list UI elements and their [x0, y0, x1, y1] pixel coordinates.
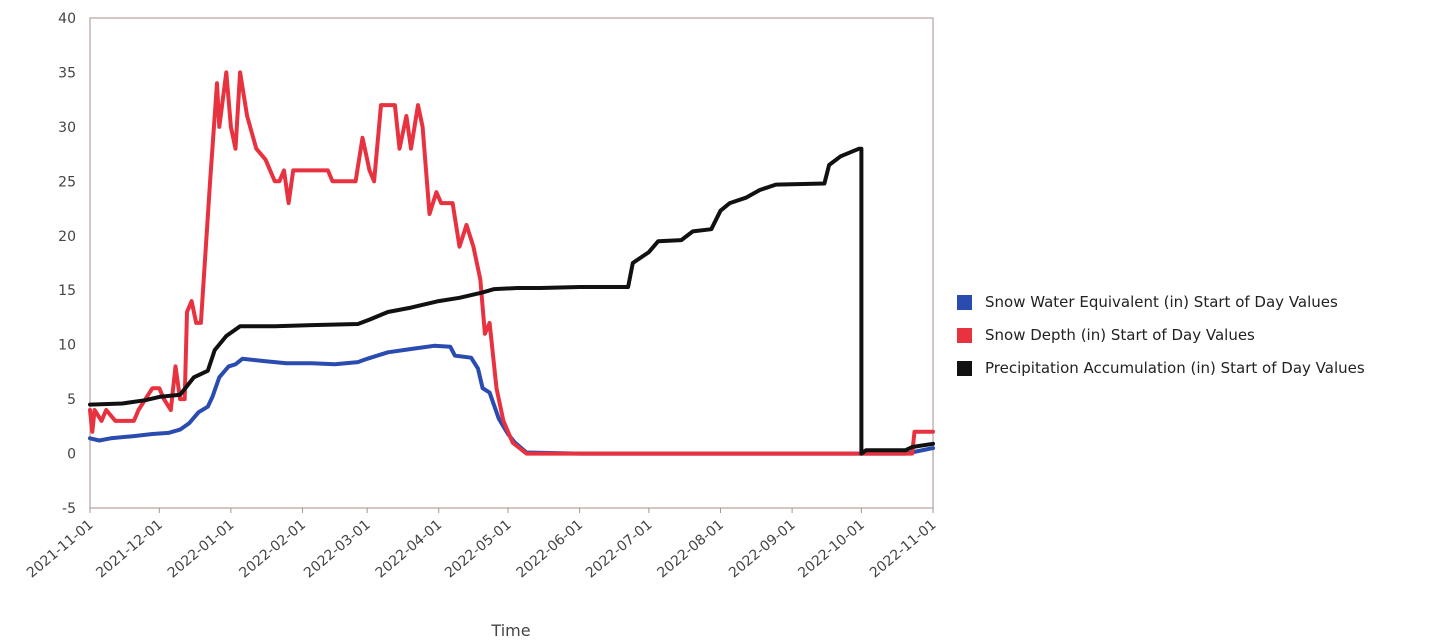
y-tick-label: 25 [58, 174, 76, 190]
legend-swatch [957, 295, 972, 310]
series-line-2 [88, 70, 935, 456]
x-tick-label: 2022-08-01 [654, 517, 727, 582]
x-tick-label: 2022-03-01 [301, 517, 374, 582]
x-axis-title: Time [490, 621, 530, 640]
x-tick-label: 2021-12-01 [93, 517, 166, 582]
legend-swatch [957, 361, 972, 376]
y-axis: -5 0 5 10 15 20 25 30 35 40 [58, 11, 76, 517]
x-tick-label: 2022-09-01 [726, 517, 799, 582]
series-line-3 [88, 146, 935, 456]
x-tick-label: 2022-01-01 [165, 517, 238, 582]
x-tick-label: 2022-07-01 [583, 517, 656, 582]
legend-label: Snow Water Equivalent (in) Start of Day … [985, 293, 1338, 311]
y-tick-label: 35 [58, 65, 76, 81]
legend: Snow Water Equivalent (in) Start of Day … [957, 293, 1365, 377]
y-tick-label: 40 [58, 11, 76, 27]
x-tick-label: 2021-11-01 [24, 517, 97, 582]
y-tick-label: 0 [67, 447, 76, 463]
y-tick-label: 5 [67, 392, 76, 408]
y-tick-label: 20 [58, 229, 76, 245]
x-tick-label: 2022-10-01 [795, 517, 868, 582]
legend-swatch [957, 328, 972, 343]
x-tick-label: 2022-02-01 [236, 517, 309, 582]
y-tick-label: 30 [58, 120, 76, 136]
series-group [88, 70, 935, 456]
x-axis: 2021-11-012021-12-012022-01-012022-02-01… [24, 508, 940, 581]
x-tick-label: 2022-06-01 [514, 517, 587, 582]
legend-label: Precipitation Accumulation (in) Start of… [985, 359, 1365, 377]
y-tick-label: 15 [58, 283, 76, 299]
x-tick-label: 2022-05-01 [442, 517, 515, 582]
y-tick-label: 10 [58, 338, 76, 354]
legend-label: Snow Depth (in) Start of Day Values [985, 326, 1255, 344]
x-tick-label: 2022-11-01 [867, 517, 940, 582]
y-tick-label: -5 [62, 501, 76, 517]
x-tick-label: 2022-04-01 [373, 517, 446, 582]
